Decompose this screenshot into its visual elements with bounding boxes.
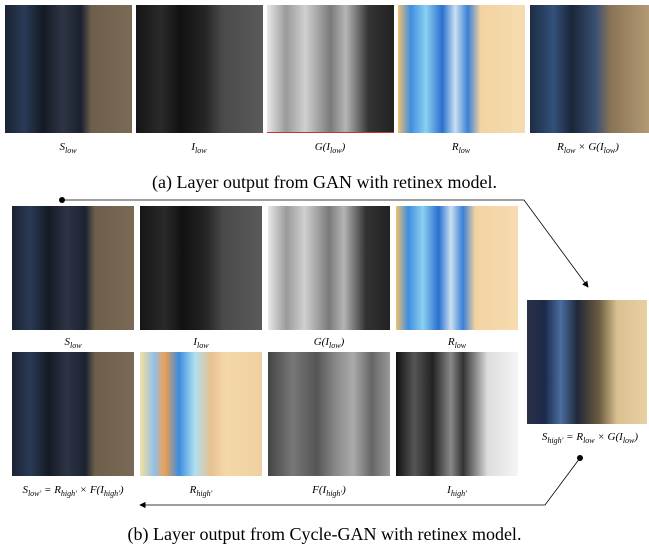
image-label: Slow <box>64 336 81 350</box>
dot <box>577 455 583 461</box>
math-subscript: high′ <box>196 489 213 499</box>
math-subscript: low <box>454 341 467 351</box>
image <box>527 300 647 424</box>
image <box>140 206 262 330</box>
math-subscript: high′ <box>326 489 343 499</box>
math-text: R <box>447 336 455 348</box>
math-subscript: high′ <box>103 489 120 499</box>
math-text: S <box>22 484 28 496</box>
math-text: ) <box>340 336 345 348</box>
image <box>396 206 518 330</box>
math-text: R <box>189 484 197 496</box>
image <box>268 352 390 476</box>
image <box>268 206 390 330</box>
math-text: ) <box>342 484 346 496</box>
math-text: G(I <box>314 141 331 153</box>
math-subscript: low <box>64 146 77 156</box>
math-subscript: low <box>330 146 342 156</box>
math-subscript: low <box>583 436 595 446</box>
image <box>530 5 649 133</box>
image <box>267 5 394 133</box>
image-label: G(Ilow) <box>315 141 346 155</box>
math-subscript: low <box>69 341 82 351</box>
image-label: Rlow <box>448 336 466 350</box>
image-label: F(Ihigh′) <box>312 484 346 498</box>
math-subscript: low <box>197 341 209 351</box>
image <box>12 352 134 476</box>
dot <box>59 197 65 203</box>
math-text: = R <box>563 431 584 443</box>
math-text: I <box>193 336 198 348</box>
math-text: S <box>541 431 548 443</box>
math-text: R <box>557 141 564 153</box>
math-text: ) <box>615 141 619 153</box>
image <box>136 5 263 133</box>
math-text: S <box>59 141 65 153</box>
math-text: = R <box>41 484 61 496</box>
caption: (b) Layer output from Cycle-GAN with ret… <box>127 524 522 544</box>
math-text: × F(I <box>76 484 104 496</box>
math-text: ) <box>119 484 124 496</box>
image-label: Ilow <box>193 336 208 350</box>
image-label: Rhigh′ <box>190 484 213 498</box>
math-subscript: low <box>458 146 471 156</box>
image <box>396 352 518 476</box>
math-text: × G(I <box>575 141 604 153</box>
math-text: ) <box>341 141 346 153</box>
math-subscript: low′ <box>27 489 42 499</box>
image <box>5 5 132 133</box>
math-subscript: low <box>603 146 616 156</box>
math-text: R <box>451 141 459 153</box>
image-label: Rlow <box>452 141 470 155</box>
math-subscript: high′ <box>547 436 564 446</box>
image-label: Slow <box>59 141 76 155</box>
image <box>140 352 262 476</box>
math-subscript: high′ <box>450 489 467 499</box>
math-subscript: low <box>622 436 635 446</box>
math-text: ) <box>634 431 639 443</box>
image-label: G(Ilow) <box>314 336 345 350</box>
image-label: Ihigh′ <box>447 484 467 498</box>
math-text: F(I <box>312 484 327 496</box>
image <box>12 206 134 330</box>
caption: (a) Layer output from GAN with retinex m… <box>152 172 497 192</box>
math-text: G(I <box>313 336 330 348</box>
math-text: S <box>64 336 70 348</box>
math-subscript: low <box>195 146 207 156</box>
math-text: I <box>191 141 196 153</box>
math-text: × G(I <box>594 431 623 443</box>
image-label: Ilow <box>191 141 206 155</box>
image-label: Shigh′ = Rlow × G(Ilow) <box>542 431 638 445</box>
math-subscript: high′ <box>60 489 77 499</box>
math-subscript: low <box>563 146 576 156</box>
image-label: Rlow × G(Ilow) <box>557 141 619 155</box>
image-label: Slow′ = Rhigh′ × F(Ihigh′) <box>22 484 123 498</box>
image <box>398 5 525 133</box>
math-subscript: low <box>329 341 341 351</box>
